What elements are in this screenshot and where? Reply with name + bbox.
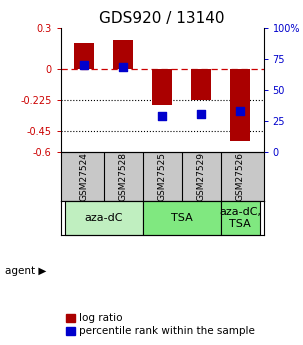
Text: GSM27524: GSM27524 [79,152,88,201]
Legend: log ratio, percentile rank within the sample: log ratio, percentile rank within the sa… [66,313,255,336]
Bar [74,43,94,69]
Text: TSA: TSA [171,213,192,223]
Bar [65,201,143,235]
Text: GSM27525: GSM27525 [158,152,167,201]
Text: aza-dC: aza-dC [84,213,123,223]
Point [121,65,125,70]
Text: agent ▶: agent ▶ [5,266,46,276]
Bar [230,69,250,141]
Point [238,108,243,114]
Bar [143,201,221,235]
Title: GDS920 / 13140: GDS920 / 13140 [99,11,225,27]
Point [199,111,204,116]
Point [160,114,165,119]
Text: GSM27528: GSM27528 [118,152,128,201]
Text: GSM27529: GSM27529 [197,152,206,201]
Bar [191,69,211,100]
Text: GSM27526: GSM27526 [236,152,245,201]
Point [82,62,86,68]
Bar [113,40,133,69]
Text: aza-dC,
TSA: aza-dC, TSA [219,207,261,229]
Bar [152,69,172,105]
Bar [221,201,260,235]
